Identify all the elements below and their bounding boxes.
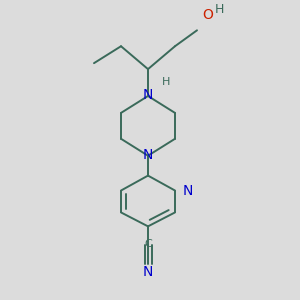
Text: C: C [144,239,152,249]
Text: H: H [162,77,170,87]
Text: O: O [202,8,213,22]
Text: N: N [143,265,153,279]
Text: N: N [143,88,153,102]
Text: N: N [143,148,153,162]
Text: H: H [215,3,224,16]
Text: N: N [183,184,194,197]
